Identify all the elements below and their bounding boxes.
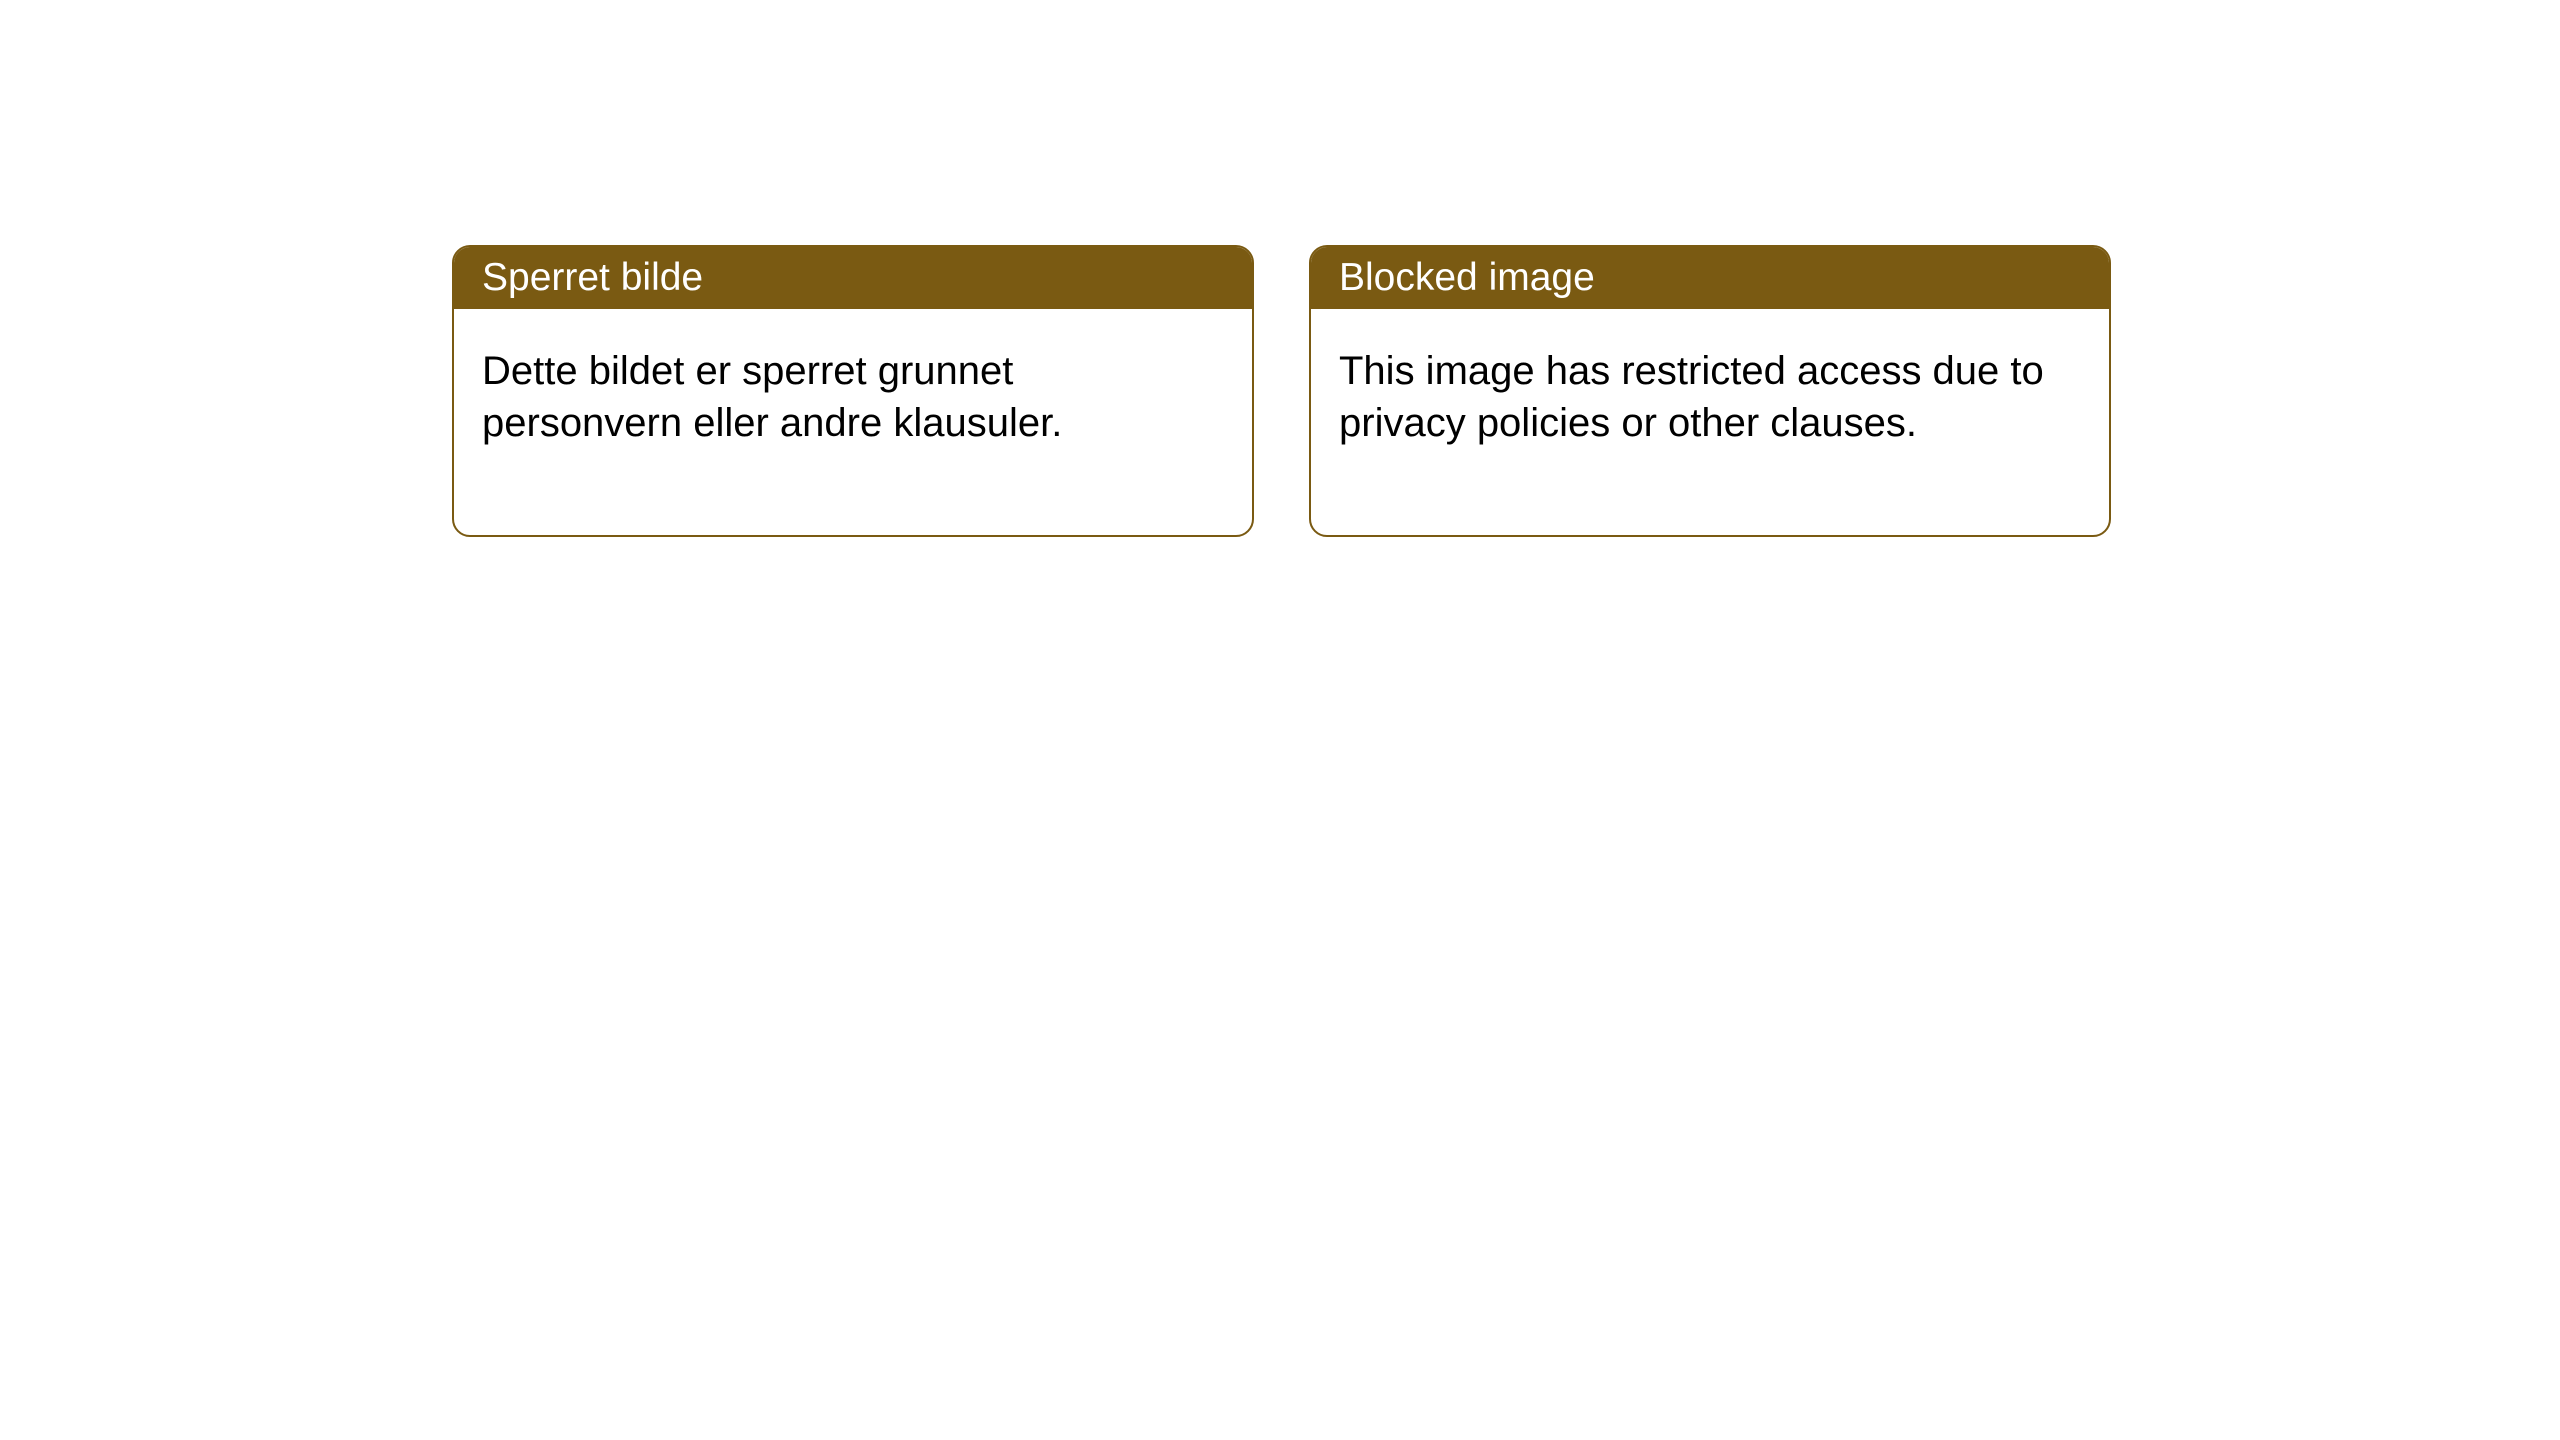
card-header-no: Sperret bilde xyxy=(454,247,1252,309)
notice-container: Sperret bilde Dette bildet er sperret gr… xyxy=(452,245,2111,537)
blocked-image-card-en: Blocked image This image has restricted … xyxy=(1309,245,2111,537)
blocked-image-card-no: Sperret bilde Dette bildet er sperret gr… xyxy=(452,245,1254,537)
card-header-en: Blocked image xyxy=(1311,247,2109,309)
card-body-en: This image has restricted access due to … xyxy=(1311,309,2109,535)
card-body-no: Dette bildet er sperret grunnet personve… xyxy=(454,309,1252,535)
